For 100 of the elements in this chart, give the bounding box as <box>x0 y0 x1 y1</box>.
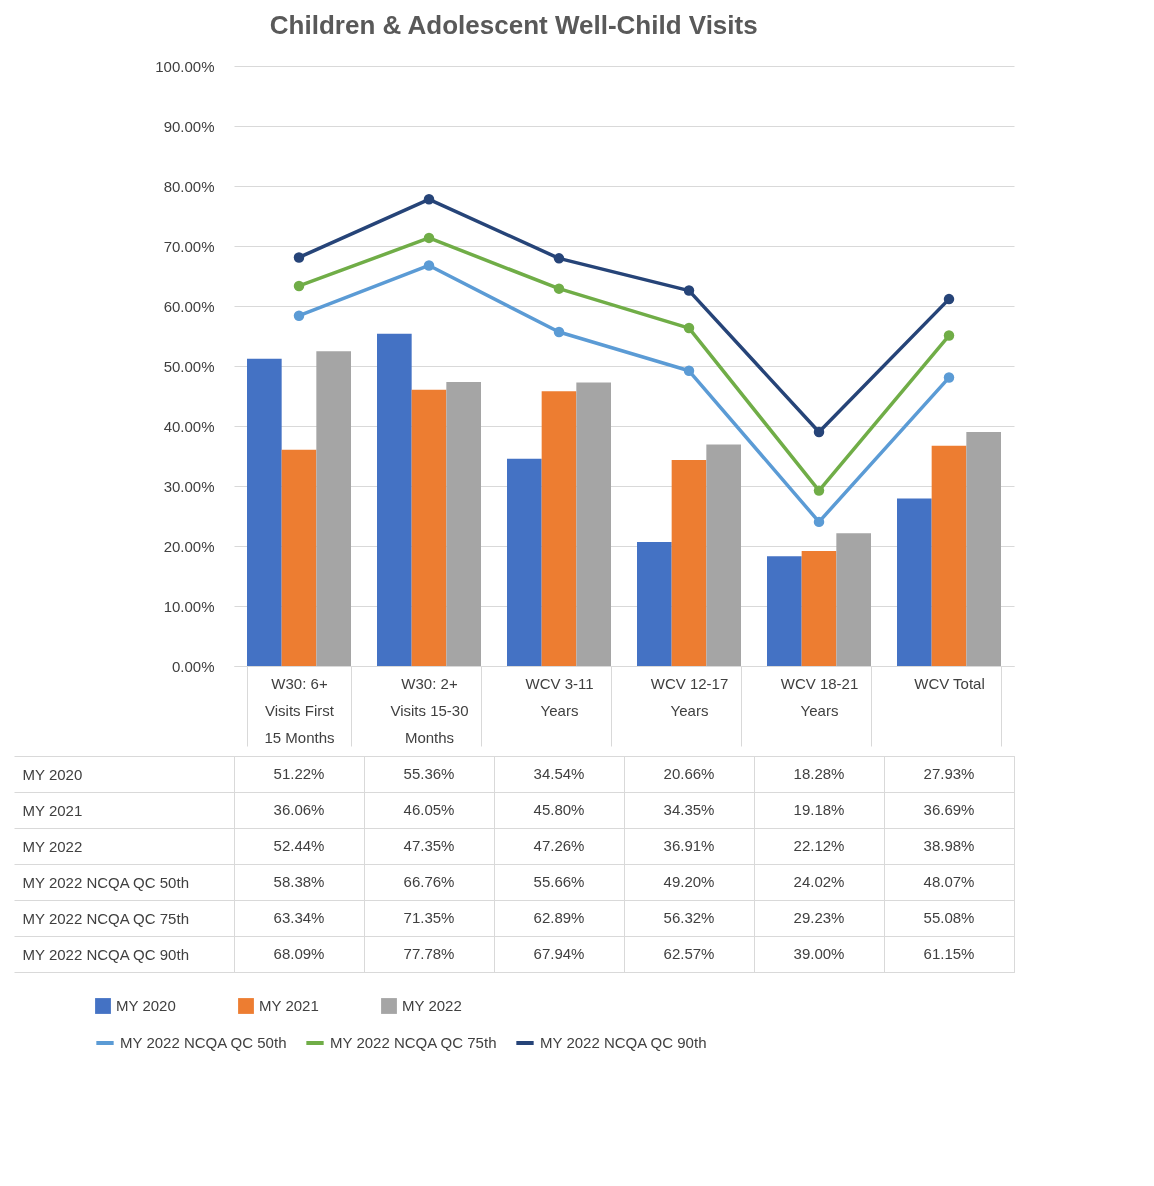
data-label: 36.91% <box>663 837 715 854</box>
data-label: 56.32% <box>663 909 715 926</box>
data-label: 62.57% <box>663 945 715 962</box>
point <box>813 485 825 496</box>
point <box>813 516 825 528</box>
y-tick-label: 10.00% <box>163 597 215 615</box>
data-label: 18.28% <box>793 765 845 782</box>
point <box>423 194 435 205</box>
y-tick-label: 20.00% <box>163 537 215 555</box>
text: MY 2020 <box>22 765 83 783</box>
point <box>293 252 305 263</box>
legend-label: MY 2022 NCQA QC 90th <box>540 1034 707 1051</box>
data-label: 67.94% <box>533 945 585 962</box>
point <box>423 232 435 244</box>
y-tick-label: 90.00% <box>163 117 215 135</box>
x-tick-label: WCV 3-11 Years <box>525 674 594 719</box>
text: MY 2022 <box>22 837 83 855</box>
point <box>293 280 305 292</box>
bar <box>541 391 577 666</box>
data-label: 48.07% <box>923 873 975 890</box>
legend-label: MY 2021 <box>259 997 319 1014</box>
point <box>683 322 695 334</box>
data-label: 36.69% <box>923 801 975 818</box>
x-tick-label: WCV 12-17 Years <box>650 674 729 719</box>
bar <box>931 445 967 666</box>
data-label: 38.98% <box>923 837 975 854</box>
data-label: 58.38% <box>273 873 325 890</box>
bar <box>966 432 1001 666</box>
data-label: 27.93% <box>923 765 975 782</box>
bar <box>316 351 351 666</box>
data-label: 71.35% <box>403 909 455 926</box>
bar <box>411 389 447 666</box>
bar <box>281 449 317 666</box>
data-label: 20.66% <box>663 765 715 782</box>
bar <box>897 498 932 666</box>
chart-title: Children & Adolescent Well-Child Visits <box>269 10 758 40</box>
x-tick-label: W30: 6+ Visits First 15 Months <box>264 674 335 746</box>
bar <box>507 458 542 666</box>
y-tick-label: 30.00% <box>163 477 215 495</box>
data-label: 77.78% <box>403 945 455 962</box>
bar <box>576 382 611 666</box>
x-tick-label: WCV Total <box>914 674 985 692</box>
point <box>293 310 305 321</box>
data-label: 22.12% <box>793 837 845 854</box>
bar <box>446 381 481 666</box>
x-tick-label: WCV 18-21 Years <box>780 674 859 719</box>
data-label: 24.02% <box>793 873 845 890</box>
data-label: 55.66% <box>533 873 585 890</box>
point <box>683 365 695 377</box>
point <box>943 372 955 383</box>
bar <box>377 333 412 666</box>
data-label: 34.54% <box>533 765 585 782</box>
bar <box>706 444 741 666</box>
data-label: 47.35% <box>403 837 455 854</box>
point <box>553 326 565 338</box>
bar <box>836 533 871 666</box>
legend-label: MY 2022 <box>402 997 462 1014</box>
point <box>943 330 955 341</box>
y-tick-label: 70.00% <box>163 237 215 255</box>
legend-label: MY 2022 NCQA QC 50th <box>120 1034 287 1051</box>
data-label: 19.18% <box>793 801 845 818</box>
data-label: 63.34% <box>273 909 325 926</box>
data-label: 29.23% <box>793 909 845 926</box>
y-tick-label: 100.00% <box>155 57 215 75</box>
bar <box>637 542 672 666</box>
bar <box>767 556 802 666</box>
point <box>553 253 565 264</box>
data-label: 68.09% <box>273 945 325 962</box>
y-tick-label: 80.00% <box>163 177 215 195</box>
text: MY 2022 NCQA QC 75th <box>22 909 189 927</box>
data-label: 47.26% <box>533 837 585 854</box>
y-tick-label: 40.00% <box>163 417 215 435</box>
point <box>423 260 435 271</box>
legend-label: MY 2020 <box>116 997 176 1014</box>
data-label: 51.22% <box>273 765 325 782</box>
legend-label: MY 2022 NCQA QC 75th <box>330 1034 497 1051</box>
text: MY 2021 <box>22 801 83 819</box>
data-label: 52.44% <box>273 837 325 854</box>
data-label: 46.05% <box>403 801 455 818</box>
data-label: 62.89% <box>533 909 585 926</box>
point <box>683 285 695 296</box>
data-label: 61.15% <box>923 945 975 962</box>
y-tick-label: 0.00% <box>171 657 215 675</box>
y-tick-label: 60.00% <box>163 297 215 315</box>
point <box>553 283 565 294</box>
point <box>813 426 825 438</box>
x-tick-label: W30: 2+ Visits 15-30 Months <box>390 674 469 746</box>
text: MY 2022 NCQA QC 90th <box>22 945 189 963</box>
bar <box>247 358 282 666</box>
data-label: 39.00% <box>793 945 845 962</box>
text: MY 2022 NCQA QC 50th <box>22 873 189 891</box>
bar <box>801 550 837 666</box>
data-label: 34.35% <box>663 801 715 818</box>
data-label: 49.20% <box>663 873 715 890</box>
data-label: 36.06% <box>273 801 325 818</box>
y-tick-label: 50.00% <box>163 357 215 375</box>
bar <box>671 459 707 666</box>
point <box>943 293 955 305</box>
data-label: 66.76% <box>403 873 455 890</box>
data-label: 55.08% <box>923 909 975 926</box>
